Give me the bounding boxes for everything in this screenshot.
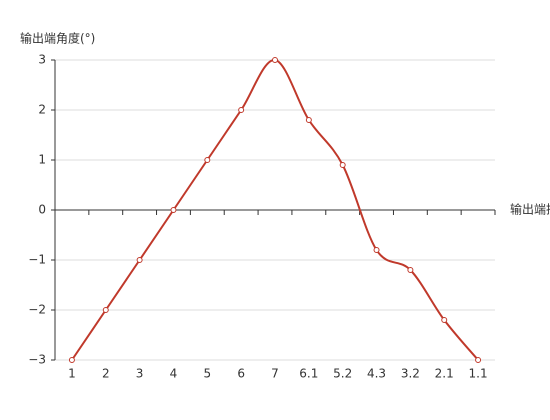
x-tick-label: 4 xyxy=(170,367,178,381)
y-tick-label: −3 xyxy=(28,353,46,367)
point xyxy=(136,257,143,263)
x-tick-label: 6 xyxy=(237,367,245,381)
point xyxy=(373,247,380,253)
point xyxy=(272,57,278,63)
y-tick-label: 2 xyxy=(38,103,46,117)
y-tick-label: −2 xyxy=(28,303,46,317)
point xyxy=(305,117,312,123)
x-tick-label: 5 xyxy=(203,367,211,381)
y-tick-label: 3 xyxy=(38,53,46,67)
x-tick-label: 7 xyxy=(271,367,279,381)
y-tick-label: −1 xyxy=(28,253,46,267)
point xyxy=(170,207,177,213)
x-tick-label: 3.2 xyxy=(401,367,420,381)
point xyxy=(204,157,211,163)
x-tick-label: 6.1 xyxy=(299,367,318,381)
x-tick-label: 3 xyxy=(136,367,144,381)
point xyxy=(102,307,109,313)
point xyxy=(441,317,448,323)
point xyxy=(475,357,482,363)
x-tick-label: 2.1 xyxy=(435,367,454,381)
x-tick-label: 2 xyxy=(102,367,110,381)
point xyxy=(407,267,414,273)
x-tick-label: 1.1 xyxy=(469,367,488,381)
x-axis-label: 输出端扭矩 xyxy=(510,202,550,217)
x-tick-label: 5.2 xyxy=(333,367,352,381)
point xyxy=(339,162,346,168)
y-tick-label: 1 xyxy=(38,153,46,167)
x-tick-label: 1 xyxy=(68,367,76,381)
x-tick-label: 4.3 xyxy=(367,367,386,381)
point xyxy=(238,107,245,113)
point xyxy=(68,357,75,363)
y-axis-label: 输出端角度(°) xyxy=(20,31,95,46)
y-tick-label: 0 xyxy=(38,203,46,217)
